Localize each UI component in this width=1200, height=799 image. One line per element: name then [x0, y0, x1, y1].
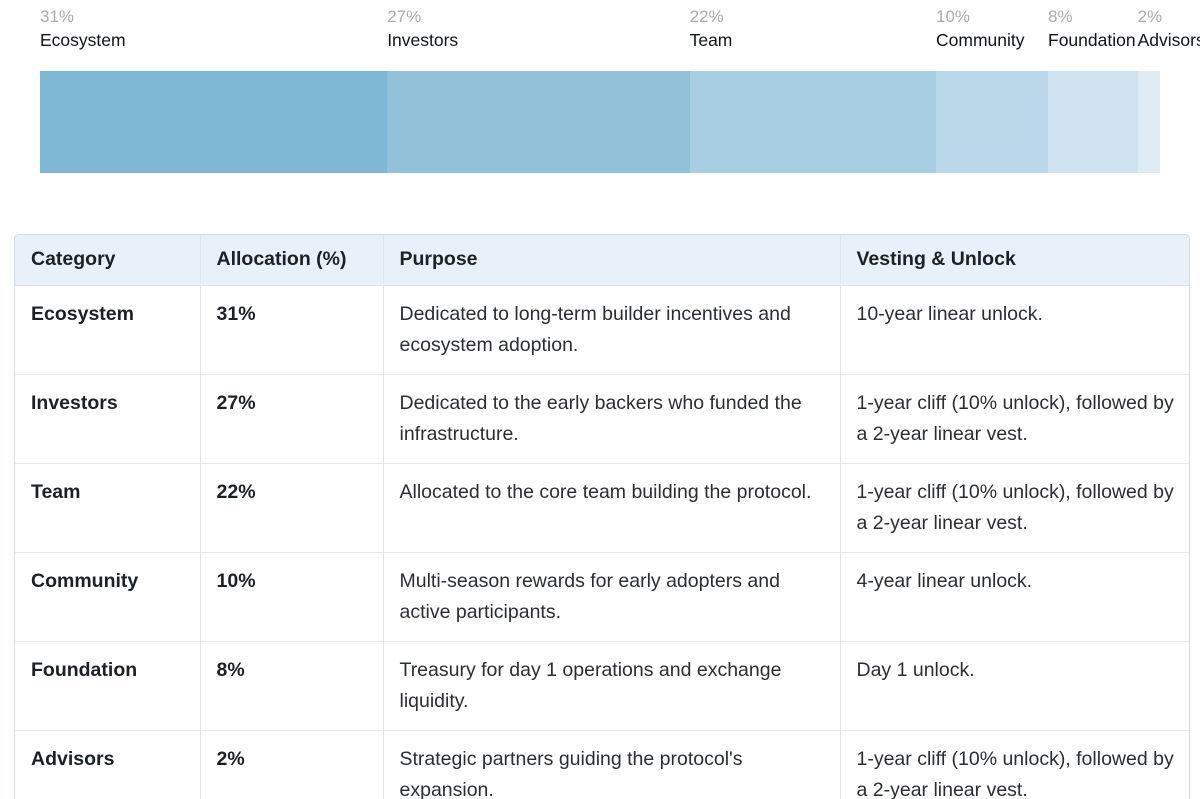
- segment-label-advisors: 2% Advisors: [1138, 8, 1200, 50]
- cell-vesting: 1-year cliff (10% unlock), followed by a…: [839, 373, 1189, 463]
- table-row-advisors: Advisors 2% Strategic partners guiding t…: [15, 729, 1189, 799]
- cell-purpose: Dedicated to the early backers who funde…: [382, 373, 840, 463]
- segment-name: Investors: [387, 30, 459, 50]
- cell-category: Team: [15, 462, 200, 552]
- segment-labels: 31% Ecosystem 27% Investors 22% Team 10%…: [40, 8, 1200, 56]
- bar-segment-advisors: [1137, 71, 1160, 173]
- cell-vesting: 1-year cliff (10% unlock), followed by a…: [839, 729, 1189, 799]
- cell-purpose: Strategic partners guiding the protocol'…: [382, 729, 840, 799]
- table-header-row: Category Allocation (%) Purpose Vesting …: [15, 235, 1189, 286]
- allocation-stacked-bar-chart: 31% Ecosystem 27% Investors 22% Team 10%…: [40, 8, 1200, 173]
- segment-name: Team: [689, 30, 733, 50]
- allocation-table: Category Allocation (%) Purpose Vesting …: [14, 234, 1190, 799]
- cell-category: Ecosystem: [15, 285, 200, 374]
- segment-pct: 2%: [1137, 7, 1163, 26]
- header-category: Category: [15, 235, 200, 286]
- cell-purpose: Multi-season rewards for early adopters …: [382, 551, 840, 641]
- cell-category: Foundation: [15, 640, 200, 730]
- segment-label-community: 10% Community: [936, 8, 1025, 50]
- cell-allocation: 8%: [199, 640, 383, 730]
- bar-segment-investors: [387, 71, 690, 173]
- cell-category: Investors: [15, 373, 200, 463]
- cell-purpose: Treasury for day 1 operations and exchan…: [382, 640, 840, 730]
- table-row-ecosystem: Ecosystem 31% Dedicated to long-term bui…: [15, 285, 1189, 374]
- segment-label-ecosystem: 31% Ecosystem: [40, 8, 126, 50]
- segment-pct: 27%: [387, 7, 422, 26]
- segment-name: Advisors: [1137, 30, 1200, 50]
- header-vesting: Vesting & Unlock: [839, 235, 1189, 286]
- bar-segment-ecosystem: [40, 71, 388, 173]
- cell-vesting: 4-year linear unlock.: [839, 551, 1189, 641]
- table-row-community: Community 10% Multi-season rewards for e…: [15, 551, 1189, 641]
- segment-name: Community: [936, 30, 1025, 50]
- cell-purpose: Allocated to the core team building the …: [382, 462, 840, 552]
- cell-allocation: 27%: [199, 373, 383, 463]
- cell-vesting: 1-year cliff (10% unlock), followed by a…: [839, 462, 1189, 552]
- segment-pct: 31%: [40, 7, 75, 26]
- table-row-team: Team 22% Allocated to the core team buil…: [15, 462, 1189, 552]
- stacked-bar: [40, 71, 1160, 173]
- cell-purpose: Dedicated to long-term builder incentive…: [382, 285, 840, 374]
- cell-allocation: 22%: [199, 462, 383, 552]
- header-purpose: Purpose: [382, 235, 840, 286]
- bar-segment-foundation: [1047, 71, 1138, 173]
- segment-pct: 8%: [1048, 7, 1073, 26]
- segment-label-foundation: 8% Foundation: [1048, 8, 1136, 50]
- table-row-foundation: Foundation 8% Treasury for day 1 operati…: [15, 640, 1189, 730]
- cell-allocation: 10%: [199, 551, 383, 641]
- bar-segment-community: [935, 71, 1048, 173]
- segment-pct: 10%: [936, 7, 971, 26]
- cell-vesting: Day 1 unlock.: [839, 640, 1189, 730]
- cell-allocation: 2%: [199, 729, 383, 799]
- segment-name: Ecosystem: [40, 30, 126, 50]
- cell-category: Community: [15, 551, 200, 641]
- table-row-investors: Investors 27% Dedicated to the early bac…: [15, 373, 1189, 463]
- bar-segment-team: [689, 71, 936, 173]
- cell-category: Advisors: [15, 729, 200, 799]
- cell-vesting: 10-year linear unlock.: [839, 285, 1189, 374]
- header-allocation: Allocation (%): [199, 235, 383, 286]
- segment-pct: 22%: [689, 7, 724, 26]
- segment-label-investors: 27% Investors: [387, 8, 458, 50]
- cell-allocation: 31%: [199, 285, 383, 374]
- segment-name: Foundation: [1048, 30, 1136, 50]
- segment-label-team: 22% Team: [690, 8, 733, 50]
